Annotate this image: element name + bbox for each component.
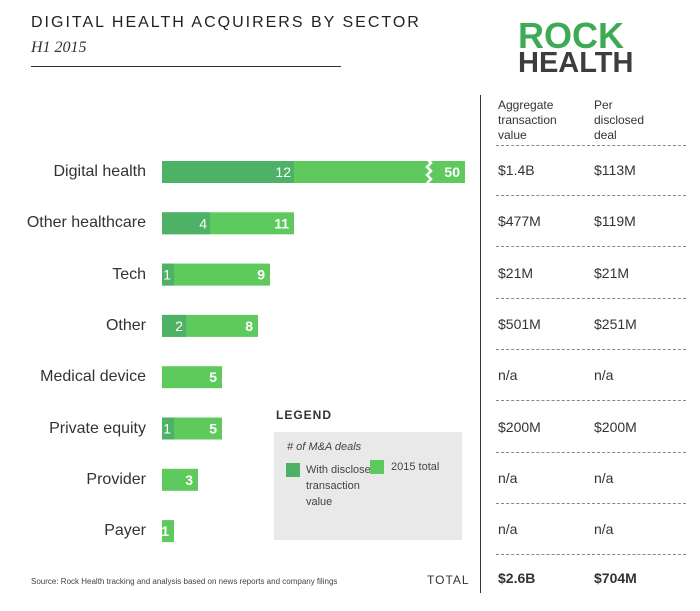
data-label-disclosed: 1 — [163, 267, 171, 283]
category-label: Other — [105, 316, 146, 334]
data-label-disclosed: 1 — [163, 421, 171, 437]
data-label-total: 9 — [257, 267, 265, 283]
cell-per-deal: n/a — [594, 469, 614, 486]
cell-aggregate: $21M — [498, 264, 534, 281]
bar-total — [162, 468, 198, 491]
total-per-deal: $704M — [594, 570, 637, 586]
data-label-disclosed: 12 — [275, 164, 291, 180]
row-separator — [496, 246, 686, 248]
category-label: Provider — [86, 470, 146, 488]
table-divider — [480, 95, 481, 593]
cell-aggregate: $1.4B — [498, 162, 535, 178]
data-label-total: 50 — [444, 164, 460, 180]
row-separator — [496, 297, 686, 299]
category-label: Private equity — [49, 419, 146, 437]
axis-break-mark — [425, 158, 433, 184]
col-head-aggregate: Aggregate transaction value — [498, 98, 557, 142]
chart-subtitle: H1 2015 — [31, 39, 87, 56]
legend-heading: # of M&A deals — [287, 441, 362, 453]
legend-swatch-total — [370, 460, 384, 474]
category-label: Tech — [112, 265, 146, 283]
row-separator — [496, 400, 686, 402]
legend-swatch-disclosed — [286, 463, 300, 477]
row-separator — [496, 554, 686, 556]
bar-total — [162, 417, 222, 440]
data-label-total: 5 — [209, 369, 217, 385]
bar-total — [162, 366, 222, 389]
data-label-total: 5 — [209, 421, 217, 437]
category-label: Payer — [104, 522, 146, 540]
data-label-total: 8 — [245, 318, 253, 334]
row-separator — [496, 451, 686, 453]
title-rule — [31, 66, 341, 67]
rock-health-logo: ROCK HEALTH — [518, 15, 634, 79]
bar-total — [162, 263, 270, 286]
data-label-disclosed: 4 — [199, 215, 207, 231]
data-label-total: 3 — [185, 472, 193, 488]
bar-total — [162, 212, 294, 235]
legend-label-total: 2015 total — [391, 461, 440, 473]
logo-line-1: ROCK — [518, 15, 624, 56]
cell-per-deal: n/a — [594, 521, 614, 538]
cell-aggregate: n/a — [498, 469, 518, 486]
category-label: Other healthcare — [26, 214, 146, 232]
chart-title: DIGITAL HEALTH ACQUIRERS BY SECTOR — [31, 14, 421, 31]
cell-per-deal: $251M — [594, 315, 637, 332]
bar-disclosed — [162, 314, 186, 337]
bar-disclosed — [162, 212, 210, 235]
row-separator — [496, 502, 686, 504]
bar-total — [162, 314, 258, 337]
data-label-total: 1 — [161, 523, 169, 539]
cell-per-deal: $200M — [594, 418, 637, 435]
bar-disclosed — [162, 417, 174, 440]
cell-aggregate: n/a — [498, 521, 518, 538]
cell-aggregate: $200M — [498, 418, 541, 435]
source-note: Source: Rock Health tracking and analysi… — [31, 577, 338, 586]
cell-aggregate: $501M — [498, 315, 541, 332]
bar-total — [162, 520, 174, 543]
col-head-per-deal: Per disclosed deal — [594, 98, 645, 142]
cell-aggregate: n/a — [498, 367, 518, 384]
bar-total — [162, 161, 465, 183]
total-aggregate: $2.6B — [498, 570, 536, 586]
total-label: TOTAL — [427, 573, 470, 587]
logo-line-2: HEALTH — [518, 47, 634, 79]
cell-per-deal: $113M — [594, 162, 636, 178]
bar-disclosed — [162, 161, 294, 183]
bar-disclosed — [162, 263, 174, 286]
cell-aggregate: $477M — [498, 213, 541, 230]
cell-per-deal: $119M — [594, 213, 636, 230]
legend-label-disclosed: With disclosed transaction value — [306, 464, 377, 508]
category-label: Digital health — [53, 163, 147, 180]
cell-per-deal: $21M — [594, 264, 630, 281]
data-label-total: 11 — [274, 215, 289, 231]
data-label-disclosed: 2 — [175, 318, 183, 334]
cell-per-deal: n/a — [594, 367, 614, 384]
legend: # of M&A deals With disclosed transactio… — [274, 432, 462, 540]
row-separator — [496, 348, 686, 350]
row-separator — [496, 195, 686, 196]
legend-title: LEGEND — [276, 408, 333, 422]
category-label: Medical device — [40, 368, 146, 386]
header-separator — [496, 145, 686, 146]
